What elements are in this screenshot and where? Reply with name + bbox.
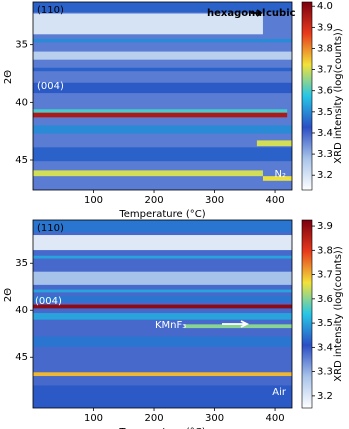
x-tick-label: 400 bbox=[266, 413, 285, 424]
y-axis-label: 2Θ bbox=[3, 70, 14, 84]
annotation: (110) bbox=[37, 5, 64, 16]
intensity-stripe bbox=[33, 372, 292, 377]
colorbar-tick-label: 3.2 bbox=[317, 391, 333, 402]
colorbar-label: XRD intensity (log(counts)) bbox=[333, 246, 344, 382]
colorbar-tick-label: 3.7 bbox=[317, 270, 333, 281]
annotation: Air bbox=[272, 387, 287, 398]
intensity-stripe bbox=[33, 82, 292, 94]
x-tick-label: 200 bbox=[144, 413, 163, 424]
intensity-stripe bbox=[33, 51, 292, 60]
y-tick-label: 45 bbox=[15, 352, 28, 363]
x-tick-label: 100 bbox=[84, 195, 103, 206]
annotation: (110) bbox=[37, 223, 64, 234]
heatmap bbox=[33, 220, 292, 408]
intensity-stripe bbox=[33, 38, 292, 43]
intensity-stripe bbox=[262, 176, 292, 181]
colorbar-tick-label: 3.3 bbox=[317, 149, 333, 160]
arrow bbox=[251, 9, 263, 17]
intensity-stripe bbox=[33, 336, 292, 347]
colorbar bbox=[301, 219, 313, 409]
colorbar-tick-label: 3.8 bbox=[317, 245, 333, 256]
y-tick-label: 40 bbox=[15, 97, 28, 108]
arrow bbox=[222, 320, 250, 328]
colorbar-label: XRD intensity (log(counts)) bbox=[333, 28, 344, 164]
annotation: (004) bbox=[37, 81, 64, 92]
colorbar-tick-label: 3.9 bbox=[317, 221, 333, 232]
intensity-stripe bbox=[33, 13, 263, 35]
y-tick-label: 35 bbox=[15, 258, 28, 269]
annotation: KMnF₃ bbox=[155, 320, 186, 331]
intensity-stripe bbox=[33, 304, 292, 309]
intensity-stripe bbox=[33, 112, 288, 118]
heatmap bbox=[33, 2, 292, 190]
x-tick-label: 300 bbox=[205, 195, 224, 206]
colorbar-tick-label: 3.8 bbox=[317, 43, 333, 54]
colorbar-tick-label: 3.4 bbox=[317, 342, 333, 353]
intensity-stripe bbox=[33, 385, 292, 408]
y-tick-label: 35 bbox=[15, 40, 28, 51]
intensity-stripe bbox=[33, 220, 292, 233]
colorbar-tick-label: 3.6 bbox=[317, 86, 333, 97]
y-axis-label: 2Θ bbox=[3, 288, 14, 302]
annotation: hexagonal bbox=[207, 8, 265, 19]
intensity-stripe bbox=[33, 67, 292, 72]
y-tick-label: 45 bbox=[15, 155, 28, 166]
x-axis-label: Temperature (°C) bbox=[118, 427, 205, 429]
x-axis-label: Temperature (°C) bbox=[118, 209, 205, 220]
x-tick-label: 100 bbox=[84, 413, 103, 424]
plot-frame bbox=[32, 219, 293, 409]
colorbar-tick-label: 4.0 bbox=[317, 1, 333, 12]
annotation: (004) bbox=[35, 296, 62, 307]
intensity-stripe bbox=[33, 296, 292, 302]
intensity-stripe bbox=[33, 235, 292, 251]
intensity-stripe bbox=[33, 109, 288, 113]
colorbar-tick-label: 3.3 bbox=[317, 367, 333, 378]
intensity-stripe bbox=[33, 2, 292, 13]
intensity-stripe bbox=[256, 140, 292, 147]
colorbar bbox=[301, 1, 313, 191]
colorbar-tick-label: 3.5 bbox=[317, 107, 333, 118]
colorbar-tick-label: 3.2 bbox=[317, 170, 333, 181]
intensity-stripe bbox=[33, 147, 292, 162]
intensity-stripe bbox=[33, 255, 292, 259]
colorbar-tick-label: 3.5 bbox=[317, 318, 333, 329]
annotation: N₂ bbox=[275, 169, 287, 180]
colorbar-tick-label: 3.4 bbox=[317, 128, 333, 139]
x-tick-label: 200 bbox=[144, 195, 163, 206]
intensity-stripe bbox=[33, 170, 263, 177]
y-tick-label: 40 bbox=[15, 305, 28, 316]
annotation: cubic bbox=[266, 8, 296, 19]
colorbar-tick-label: 3.6 bbox=[317, 294, 333, 305]
colorbar-tick-label: 3.7 bbox=[317, 65, 333, 76]
intensity-stripe bbox=[33, 289, 292, 293]
x-tick-label: 400 bbox=[266, 195, 285, 206]
intensity-stripe bbox=[184, 324, 292, 329]
plot-frame bbox=[32, 1, 293, 191]
intensity-stripe bbox=[33, 125, 292, 134]
colorbar-tick-label: 3.9 bbox=[317, 22, 333, 33]
intensity-stripe bbox=[33, 313, 292, 320]
intensity-stripe bbox=[33, 271, 292, 285]
x-tick-label: 300 bbox=[205, 413, 224, 424]
